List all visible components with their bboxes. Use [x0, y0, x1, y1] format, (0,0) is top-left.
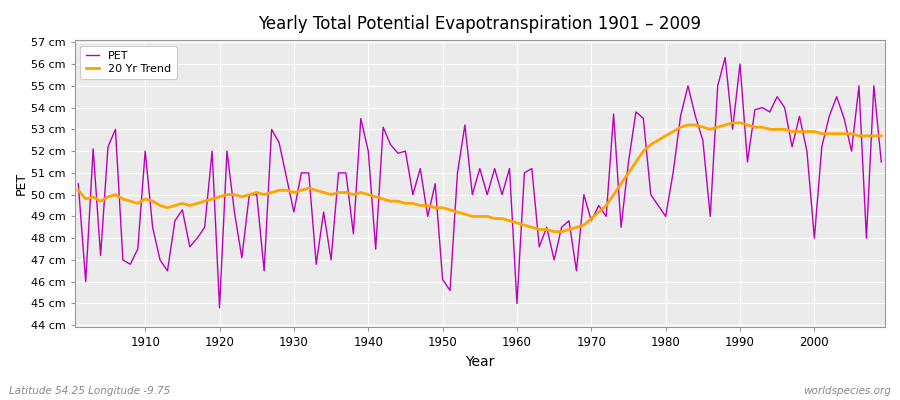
Title: Yearly Total Potential Evapotranspiration 1901 – 2009: Yearly Total Potential Evapotranspiratio… [258, 15, 701, 33]
Line: 20 Yr Trend: 20 Yr Trend [78, 123, 881, 232]
20 Yr Trend [132, 201, 143, 206]
Text: Latitude 54.25 Longitude -9.75: Latitude 54.25 Longitude -9.75 [9, 386, 170, 396]
20 Yr Trend [296, 188, 307, 193]
X-axis label: Year: Year [465, 355, 494, 369]
PET [511, 301, 522, 306]
20 Yr Trend [73, 188, 84, 193]
Text: worldspecies.org: worldspecies.org [803, 386, 891, 396]
20 Yr Trend [608, 192, 619, 197]
Line: PET: PET [78, 58, 881, 308]
Y-axis label: PET: PET [15, 172, 28, 195]
20 Yr Trend [549, 229, 560, 234]
PET [876, 160, 886, 164]
PET [132, 247, 143, 252]
20 Yr Trend [727, 120, 738, 125]
PET [519, 170, 530, 175]
PET [720, 55, 731, 60]
PET [214, 306, 225, 310]
20 Yr Trend [511, 220, 522, 225]
PET [73, 181, 84, 186]
20 Yr Trend [876, 134, 886, 138]
20 Yr Trend [340, 190, 351, 195]
Legend: PET, 20 Yr Trend: PET, 20 Yr Trend [80, 46, 176, 79]
PET [608, 112, 619, 116]
PET [303, 170, 314, 175]
PET [348, 232, 359, 236]
20 Yr Trend [504, 218, 515, 223]
